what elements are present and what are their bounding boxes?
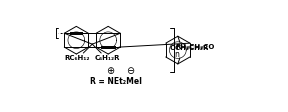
Text: ⊖: ⊖ [126, 66, 134, 76]
Text: OCH₂CH₂R: OCH₂CH₂R [170, 45, 209, 51]
Text: n: n [175, 50, 180, 59]
Text: C₆H₁₂R: C₆H₁₂R [94, 55, 120, 61]
Text: ⊕: ⊕ [106, 66, 114, 76]
Text: RC₆H₁₂: RC₆H₁₂ [65, 55, 90, 61]
Text: RH₂CH₂CO: RH₂CH₂CO [176, 44, 215, 50]
Text: R = NEt₂MeI: R = NEt₂MeI [90, 77, 142, 86]
